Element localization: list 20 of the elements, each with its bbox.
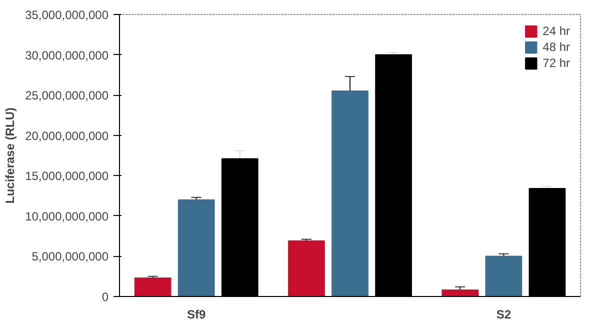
legend-label: 24 hr [542,24,570,38]
bar [178,199,215,296]
y-tick-label: 35,000,000,000 [25,8,109,22]
bar [288,240,325,296]
bar [134,277,172,296]
y-tick-label: 10,000,000,000 [25,209,109,224]
bar [332,90,368,296]
y-tick-label: 15,000,000,000 [25,169,109,184]
bar [485,256,522,296]
legend-label: 48 hr [542,40,570,54]
x-tick-label: S2 [496,308,512,322]
y-tick-label: 5,000,000,000 [32,250,109,264]
y-axis-title: Luciferase (RLU) [3,107,18,204]
y-tick-label: 30,000,000,000 [25,48,109,62]
y-tick-label: 25,000,000,000 [25,88,109,103]
legend-label: 72 hr [542,56,570,70]
x-tick-label: Sf9 [186,308,206,322]
y-tick-label: 20,000,000,000 [25,128,109,143]
y-tick-label: 0 [102,290,109,304]
bar [442,290,479,296]
